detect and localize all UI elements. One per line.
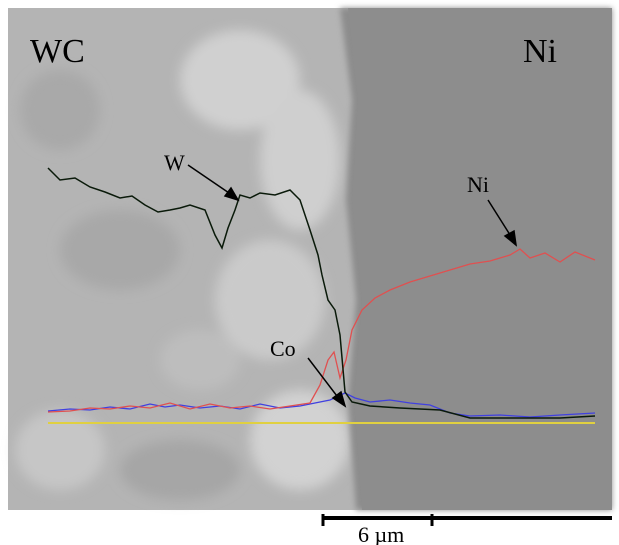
curve-label: W	[164, 150, 185, 175]
scale-bar: 6 µm	[321, 514, 612, 545]
scale-label: 6 µm	[358, 522, 404, 545]
w-profile	[47, 167, 596, 419]
arrows	[187, 164, 518, 408]
phase-label: WC	[30, 33, 85, 70]
phase-label: Ni	[523, 33, 557, 70]
ni-region	[348, 8, 612, 510]
curve-label: Co	[270, 336, 296, 361]
curve-label: Ni	[467, 172, 489, 197]
texture	[15, 30, 350, 500]
ni-profile	[47, 248, 596, 413]
